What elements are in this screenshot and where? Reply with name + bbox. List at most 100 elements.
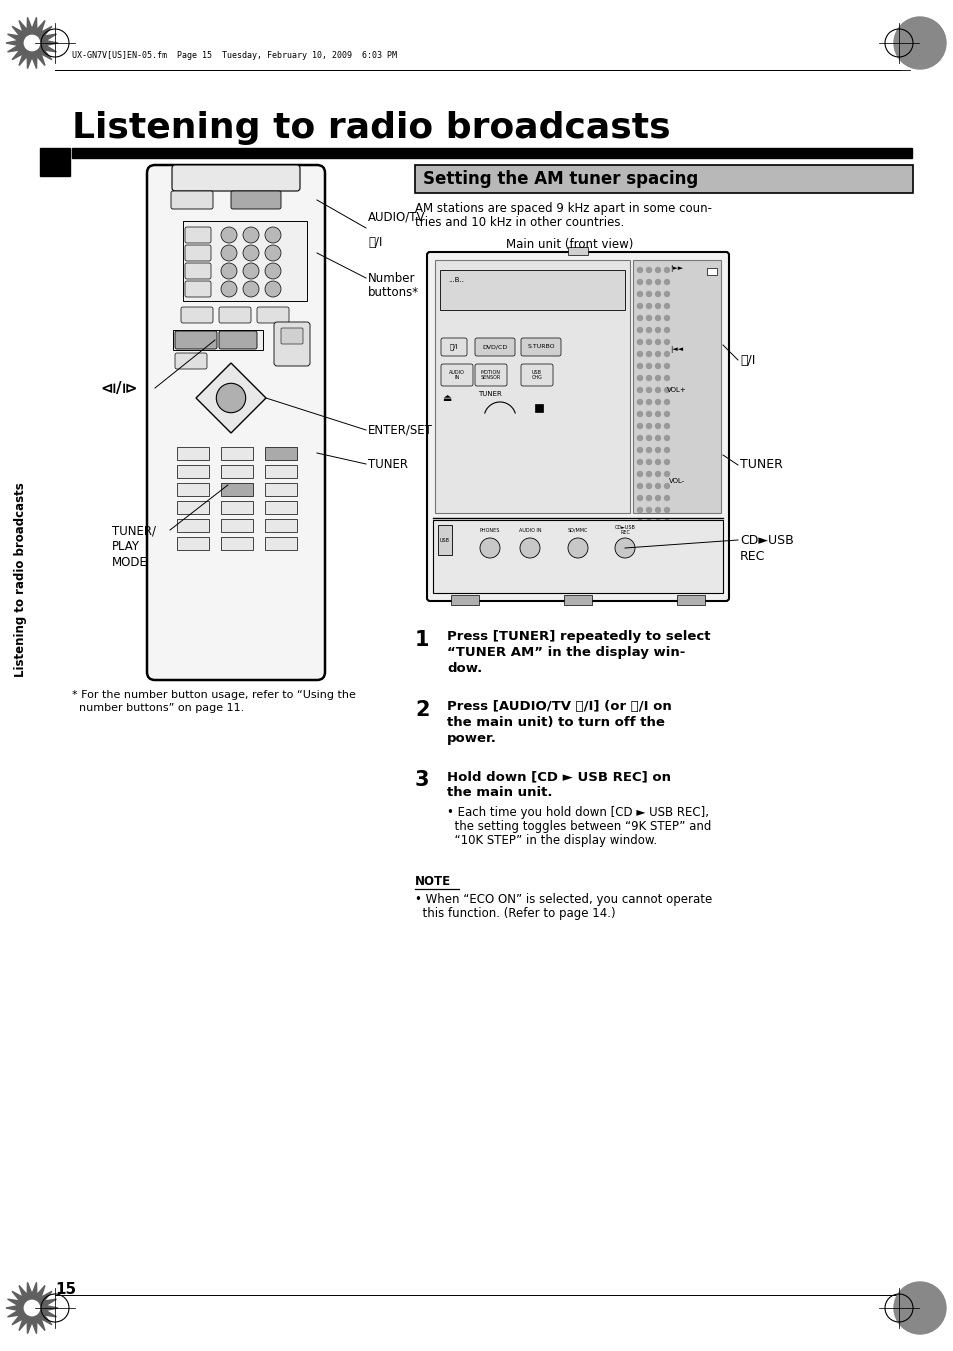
Circle shape [243, 245, 258, 261]
Circle shape [664, 496, 669, 500]
FancyBboxPatch shape [185, 281, 211, 297]
Bar [177, 484, 209, 496]
Text: Press [TUNER] repeatedly to select: Press [TUNER] repeatedly to select [447, 630, 710, 643]
Circle shape [646, 304, 651, 308]
Circle shape [655, 496, 659, 500]
Circle shape [655, 267, 659, 273]
Circle shape [664, 459, 669, 465]
Bar [221, 484, 253, 496]
Circle shape [216, 384, 246, 412]
Text: PLAY: PLAY [112, 540, 140, 553]
FancyBboxPatch shape [475, 338, 515, 357]
Circle shape [655, 412, 659, 416]
Text: PHONES: PHONES [479, 527, 499, 532]
Text: |►►: |►► [670, 265, 683, 272]
FancyBboxPatch shape [520, 363, 553, 386]
Text: Main unit (front view): Main unit (front view) [506, 238, 633, 251]
Circle shape [567, 538, 587, 558]
Text: buttons*: buttons* [368, 285, 418, 299]
FancyBboxPatch shape [171, 190, 213, 209]
Circle shape [664, 388, 669, 393]
Text: * For the number button usage, refer to “Using the: * For the number button usage, refer to … [71, 690, 355, 700]
Text: TUNER/: TUNER/ [112, 524, 156, 536]
Bar [177, 447, 209, 459]
Bar [437, 526, 452, 555]
Text: Setting the AM tuner spacing: Setting the AM tuner spacing [422, 170, 698, 188]
Bar [265, 447, 296, 459]
Circle shape [637, 412, 641, 416]
Text: the main unit) to turn off the: the main unit) to turn off the [447, 716, 664, 730]
Text: USB
CHG: USB CHG [531, 370, 542, 381]
Circle shape [519, 538, 539, 558]
Circle shape [664, 327, 669, 332]
Circle shape [646, 435, 651, 440]
Text: ⏽/I: ⏽/I [449, 343, 457, 350]
Circle shape [646, 400, 651, 404]
Circle shape [265, 263, 281, 280]
Circle shape [221, 281, 236, 297]
Text: Number: Number [368, 272, 416, 285]
Circle shape [646, 267, 651, 273]
Circle shape [646, 447, 651, 453]
FancyBboxPatch shape [440, 363, 473, 386]
Text: DVD/CD: DVD/CD [482, 345, 507, 350]
Text: tries and 10 kHz in other countries.: tries and 10 kHz in other countries. [415, 216, 623, 230]
Circle shape [646, 508, 651, 512]
Text: ⧏/⧐: ⧏/⧐ [100, 381, 137, 396]
Circle shape [637, 508, 641, 512]
Circle shape [646, 484, 651, 489]
Circle shape [655, 471, 659, 477]
Circle shape [637, 280, 641, 285]
FancyBboxPatch shape [219, 331, 256, 349]
Text: MODE: MODE [112, 557, 148, 569]
Text: CD►USB: CD►USB [740, 534, 793, 547]
Bar [40, 149, 70, 176]
Bar [706, 267, 717, 276]
Bar [265, 501, 296, 513]
Circle shape [637, 292, 641, 296]
Circle shape [655, 447, 659, 453]
Bar [451, 594, 478, 605]
Bar [177, 519, 209, 532]
Text: the setting toggles between “9K STEP” and: the setting toggles between “9K STEP” an… [447, 820, 711, 834]
Circle shape [655, 388, 659, 393]
Circle shape [655, 508, 659, 512]
Bar [172, 330, 263, 350]
Circle shape [637, 459, 641, 465]
Circle shape [637, 327, 641, 332]
Circle shape [646, 459, 651, 465]
Text: “TUNER AM” in the display win-: “TUNER AM” in the display win- [447, 646, 684, 659]
Circle shape [637, 316, 641, 320]
FancyBboxPatch shape [256, 307, 289, 323]
Bar [439, 270, 624, 309]
Text: VOL-: VOL- [668, 478, 684, 484]
Circle shape [243, 227, 258, 243]
Circle shape [664, 292, 669, 296]
Circle shape [637, 267, 641, 273]
Circle shape [265, 227, 281, 243]
FancyBboxPatch shape [475, 363, 506, 386]
Circle shape [646, 423, 651, 428]
FancyBboxPatch shape [185, 227, 211, 243]
Circle shape [24, 35, 40, 51]
Circle shape [655, 351, 659, 357]
Text: CD►USB
REC: CD►USB REC [614, 524, 635, 535]
Polygon shape [195, 363, 266, 434]
Text: TUNER: TUNER [368, 458, 408, 470]
FancyBboxPatch shape [185, 263, 211, 280]
Circle shape [646, 520, 651, 524]
Circle shape [664, 339, 669, 345]
Circle shape [646, 327, 651, 332]
Circle shape [664, 435, 669, 440]
Circle shape [655, 363, 659, 369]
Bar [433, 520, 722, 593]
Bar [633, 259, 720, 513]
Bar [177, 465, 209, 478]
Bar [221, 465, 253, 478]
Circle shape [637, 496, 641, 500]
Text: USB: USB [439, 538, 450, 543]
Circle shape [664, 447, 669, 453]
Text: SD/MMC: SD/MMC [567, 527, 588, 532]
Circle shape [646, 363, 651, 369]
Text: this function. (Refer to page 14.): this function. (Refer to page 14.) [415, 907, 615, 920]
